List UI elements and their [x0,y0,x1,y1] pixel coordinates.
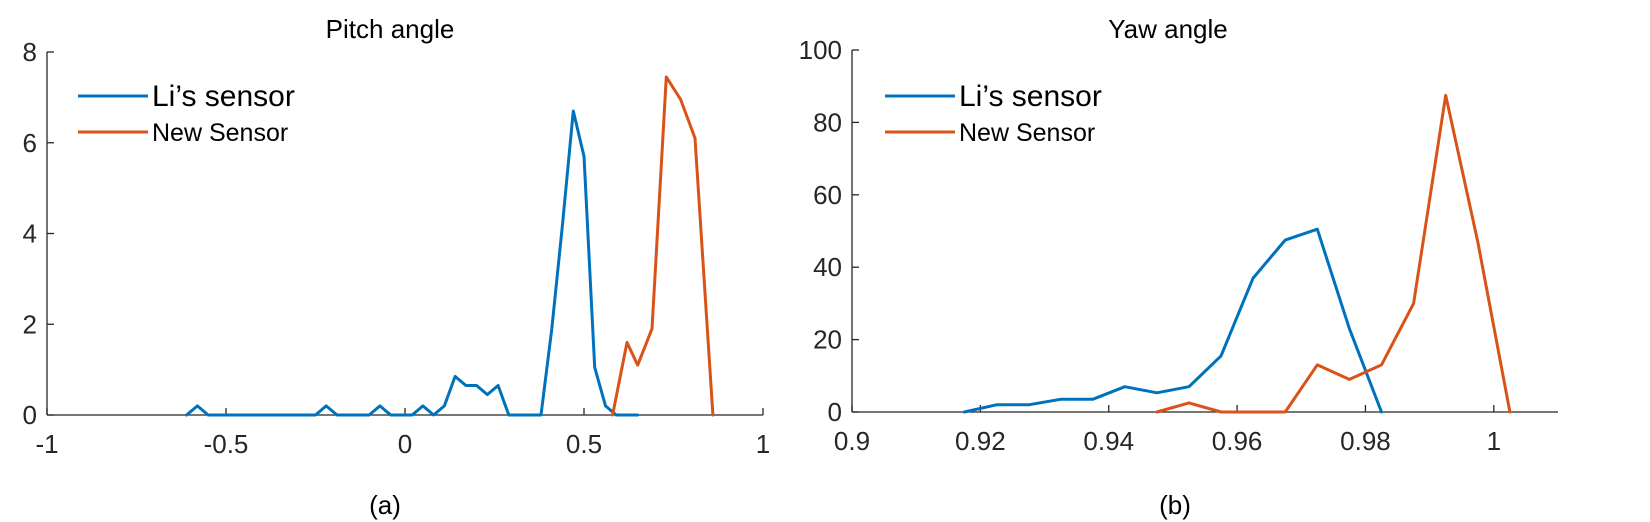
chart-title: Yaw angle [1108,14,1228,44]
y-tick-label: 0 [828,397,842,427]
legend-label: New Sensor [959,119,1095,147]
x-tick-label: 0.98 [1340,426,1391,456]
chart-title: Pitch angle [326,14,455,44]
x-tick-label: 0.92 [955,426,1006,456]
series-line-lis-sensor [962,227,1383,414]
legend-label: Li’s sensor [959,80,1102,113]
y-tick-label: 60 [813,180,842,210]
y-tick-label: 80 [813,107,842,137]
x-tick-label: 0 [398,429,412,459]
x-tick-label: -1 [35,429,58,459]
x-tick-label: 0.94 [1083,426,1134,456]
y-tick-label: 2 [23,309,37,339]
series-line-new-sensor [611,75,715,417]
y-tick-label: 4 [23,219,37,249]
legend-label: New Sensor [152,119,288,147]
y-tick-label: 8 [23,37,37,67]
panel-caption: (a) [369,490,401,520]
series-line-new-sensor [1155,93,1512,414]
x-tick-label: -0.5 [204,429,249,459]
legend: Li’s sensor New Sensor [885,80,1102,147]
chart-yaw-angle: 0.9 0.92 0.94 0.96 0.98 1 0 20 40 60 80 100 Yaw angl… [799,14,1558,520]
legend-label: Li’s sensor [152,80,295,113]
chart-pitch-angle: -1 -0.5 0 0.5 1 0 2 4 6 8 Pitch angle Li’s sensor Ne… [23,14,771,520]
y-tick-label: 0 [23,400,37,430]
panel-caption: (b) [1159,490,1191,520]
x-tick-label: 0.5 [566,429,602,459]
x-tick-label: 1 [756,429,770,459]
x-tick-label: 0.9 [834,426,870,456]
x-tick-label: 1 [1487,426,1501,456]
y-tick-label: 20 [813,325,842,355]
y-tick-label: 100 [799,35,842,65]
series-line-lis-sensor [185,109,640,417]
legend: Li’s sensor New Sensor [78,80,295,147]
y-tick-label: 40 [813,252,842,282]
y-tick-label: 6 [23,128,37,158]
x-tick-label: 0.96 [1212,426,1263,456]
